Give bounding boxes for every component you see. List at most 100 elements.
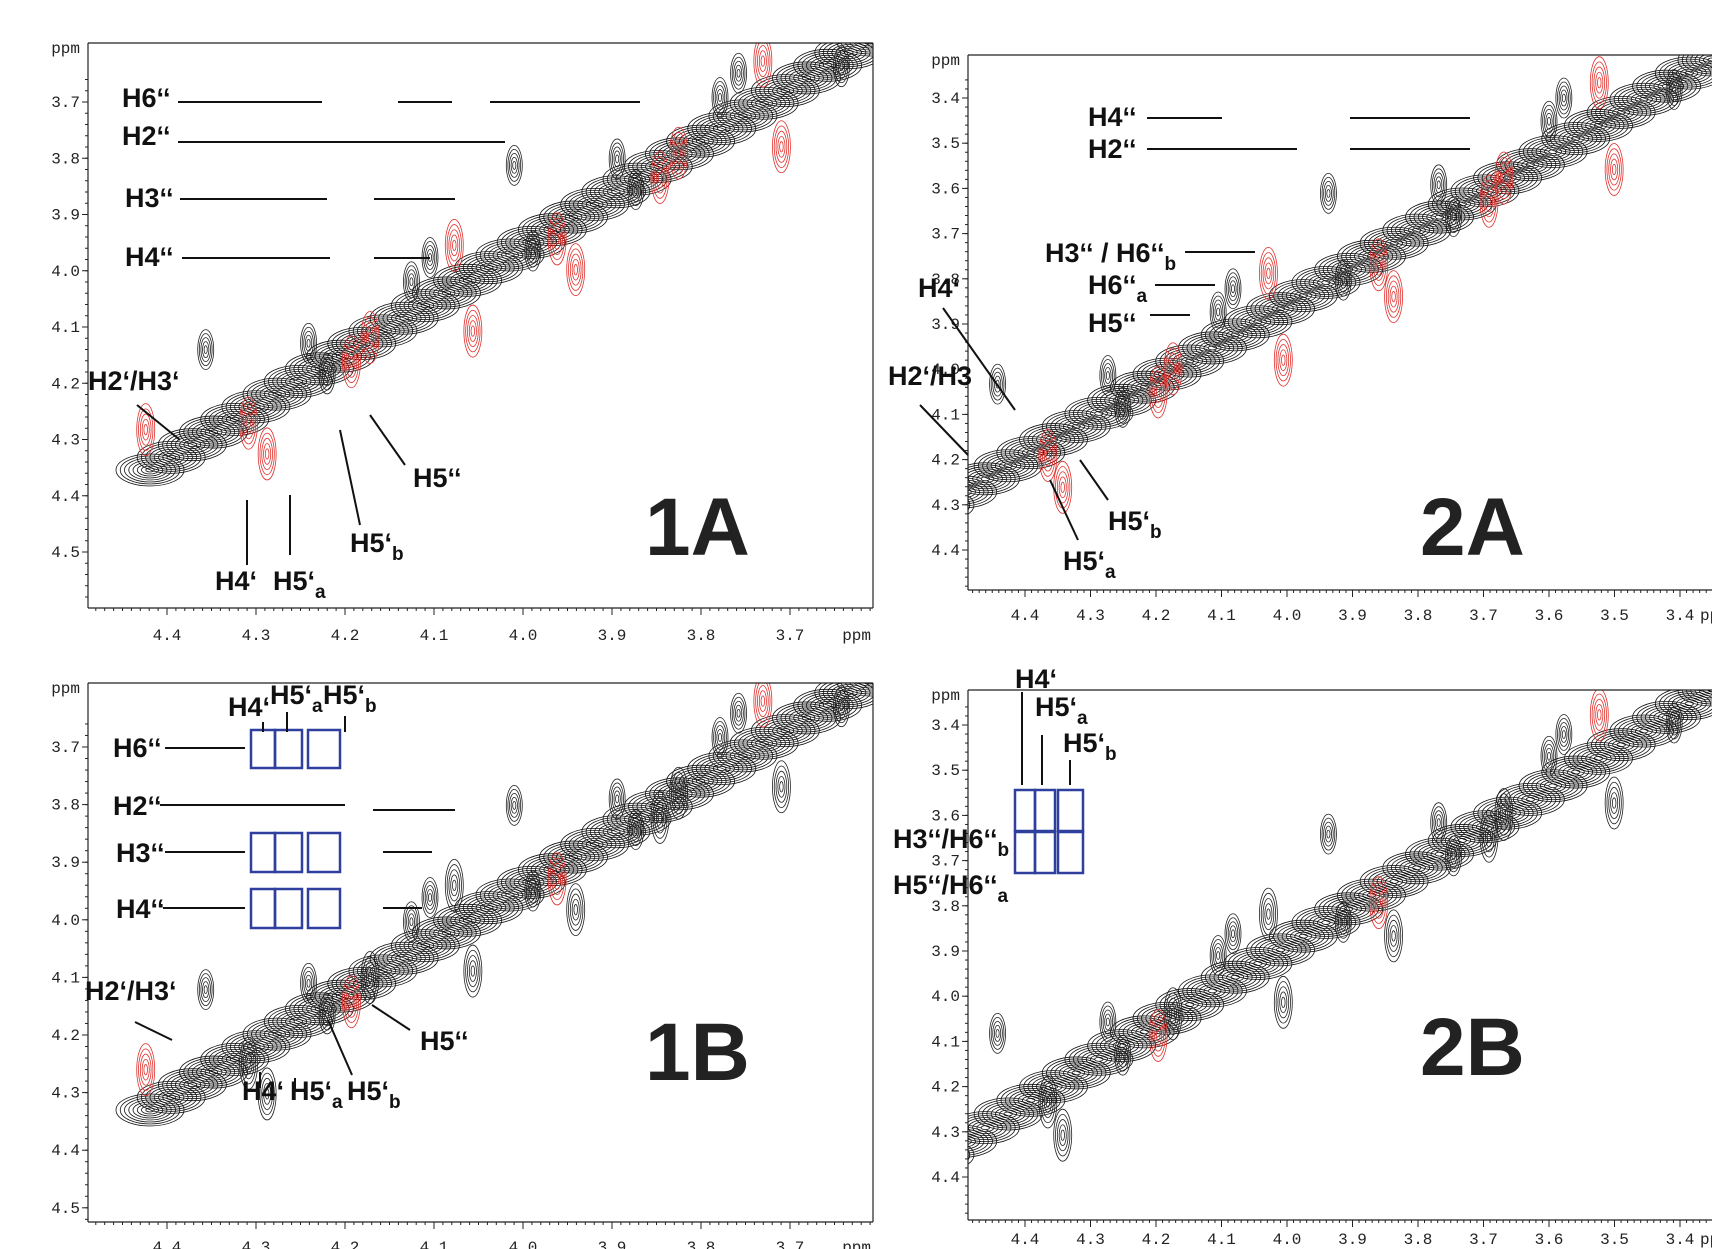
highlight-box: [306, 887, 342, 930]
contour: [304, 334, 313, 352]
contour: [208, 429, 219, 435]
contour: [968, 1137, 972, 1145]
contour: [716, 729, 724, 746]
annotation: H2‘‘: [113, 791, 162, 821]
contour: [510, 796, 518, 814]
annotation: H5‘b: [350, 528, 404, 565]
contour: [1259, 246, 1278, 300]
contour: [779, 141, 784, 153]
contour: [1021, 1095, 1040, 1105]
contour: [145, 467, 155, 473]
contour: [1167, 997, 1179, 1030]
contour: [1608, 153, 1620, 186]
contour: [1540, 735, 1558, 777]
x-tick-label: 3.7: [776, 1239, 805, 1249]
contour: [733, 60, 744, 86]
annotation: H3‘‘: [125, 183, 174, 213]
contour: [547, 852, 567, 906]
contour: [1387, 280, 1400, 313]
contour: [264, 448, 270, 460]
x-tick-label: 4.3: [1076, 607, 1105, 625]
contour: [839, 62, 844, 72]
contour: [365, 326, 374, 349]
contour: [995, 1028, 1000, 1038]
annotation-text: H5‘‘: [420, 1026, 469, 1056]
contour: [551, 862, 563, 895]
x-unit: ppm: [1700, 607, 1712, 625]
contour: [257, 1067, 277, 1121]
contour: [1613, 84, 1675, 114]
contour: [972, 1121, 999, 1135]
contour: [1591, 61, 1607, 104]
contour: [738, 753, 748, 759]
annotation-text: H4‘: [228, 692, 270, 722]
contour: [934, 1103, 941, 1124]
contour: [818, 609, 828, 633]
contour: [632, 821, 640, 839]
contour: [1045, 1096, 1051, 1108]
contour: [757, 45, 769, 78]
contour: [141, 418, 150, 441]
contour: [853, 683, 873, 689]
contour: [1599, 101, 1643, 123]
contour: [736, 68, 741, 78]
contour: [1104, 367, 1112, 384]
contour: [1099, 1001, 1117, 1043]
contour: [320, 997, 334, 1031]
contour: [452, 879, 457, 891]
highlight-box: [306, 728, 342, 770]
contour: [1651, 0, 1667, 23]
contour: [608, 138, 626, 180]
annotation-text: H4‘: [242, 1076, 284, 1106]
highlight-box: [1013, 830, 1037, 875]
contour: [1212, 943, 1224, 968]
contour: [760, 695, 766, 707]
contour: [844, 683, 873, 693]
contour: [1522, 137, 1584, 167]
contour: [879, 70, 890, 101]
contour: [1612, 740, 1631, 750]
annotation-sub: a: [332, 1092, 343, 1113]
annotation-text: H5‘‘/H6‘‘: [893, 870, 998, 900]
contour: [1606, 781, 1622, 825]
contour: [200, 337, 211, 363]
highlight-box: [249, 728, 277, 770]
contour: [577, 196, 613, 213]
contour: [427, 893, 432, 902]
contour: [360, 311, 380, 364]
contour: [1561, 730, 1566, 739]
contour: [711, 77, 729, 118]
contour: [1104, 1013, 1112, 1031]
contour: [306, 338, 311, 348]
contour: [777, 775, 786, 798]
annotation: H2‘‘: [1088, 134, 1137, 164]
x-unit: ppm: [1700, 1231, 1712, 1249]
contour: [801, 75, 812, 81]
contour: [1593, 698, 1606, 731]
contour: [1326, 188, 1331, 198]
contour: [1338, 909, 1349, 935]
contour: [879, 710, 890, 741]
contour: [1341, 917, 1346, 927]
contour: [465, 949, 481, 993]
annotation: H4‘: [215, 566, 257, 596]
contour: [280, 1013, 316, 1030]
contour: [1611, 797, 1617, 809]
contour: [1067, 422, 1086, 431]
contour: [255, 383, 299, 405]
contour: [1105, 1017, 1110, 1027]
contour: [530, 886, 535, 896]
leader-line: [1079, 459, 1109, 501]
contour: [272, 391, 282, 397]
contour: [1040, 434, 1056, 477]
contour: [1058, 476, 1067, 499]
leader-line: [136, 404, 181, 441]
contour: [1203, 986, 1222, 996]
contour: [1248, 317, 1267, 327]
contour: [814, 683, 873, 710]
contour: [1224, 268, 1242, 310]
contour: [452, 239, 457, 251]
x-tick-label: 4.2: [331, 627, 360, 645]
highlight-box: [1013, 788, 1037, 833]
contour: [1665, 702, 1683, 744]
